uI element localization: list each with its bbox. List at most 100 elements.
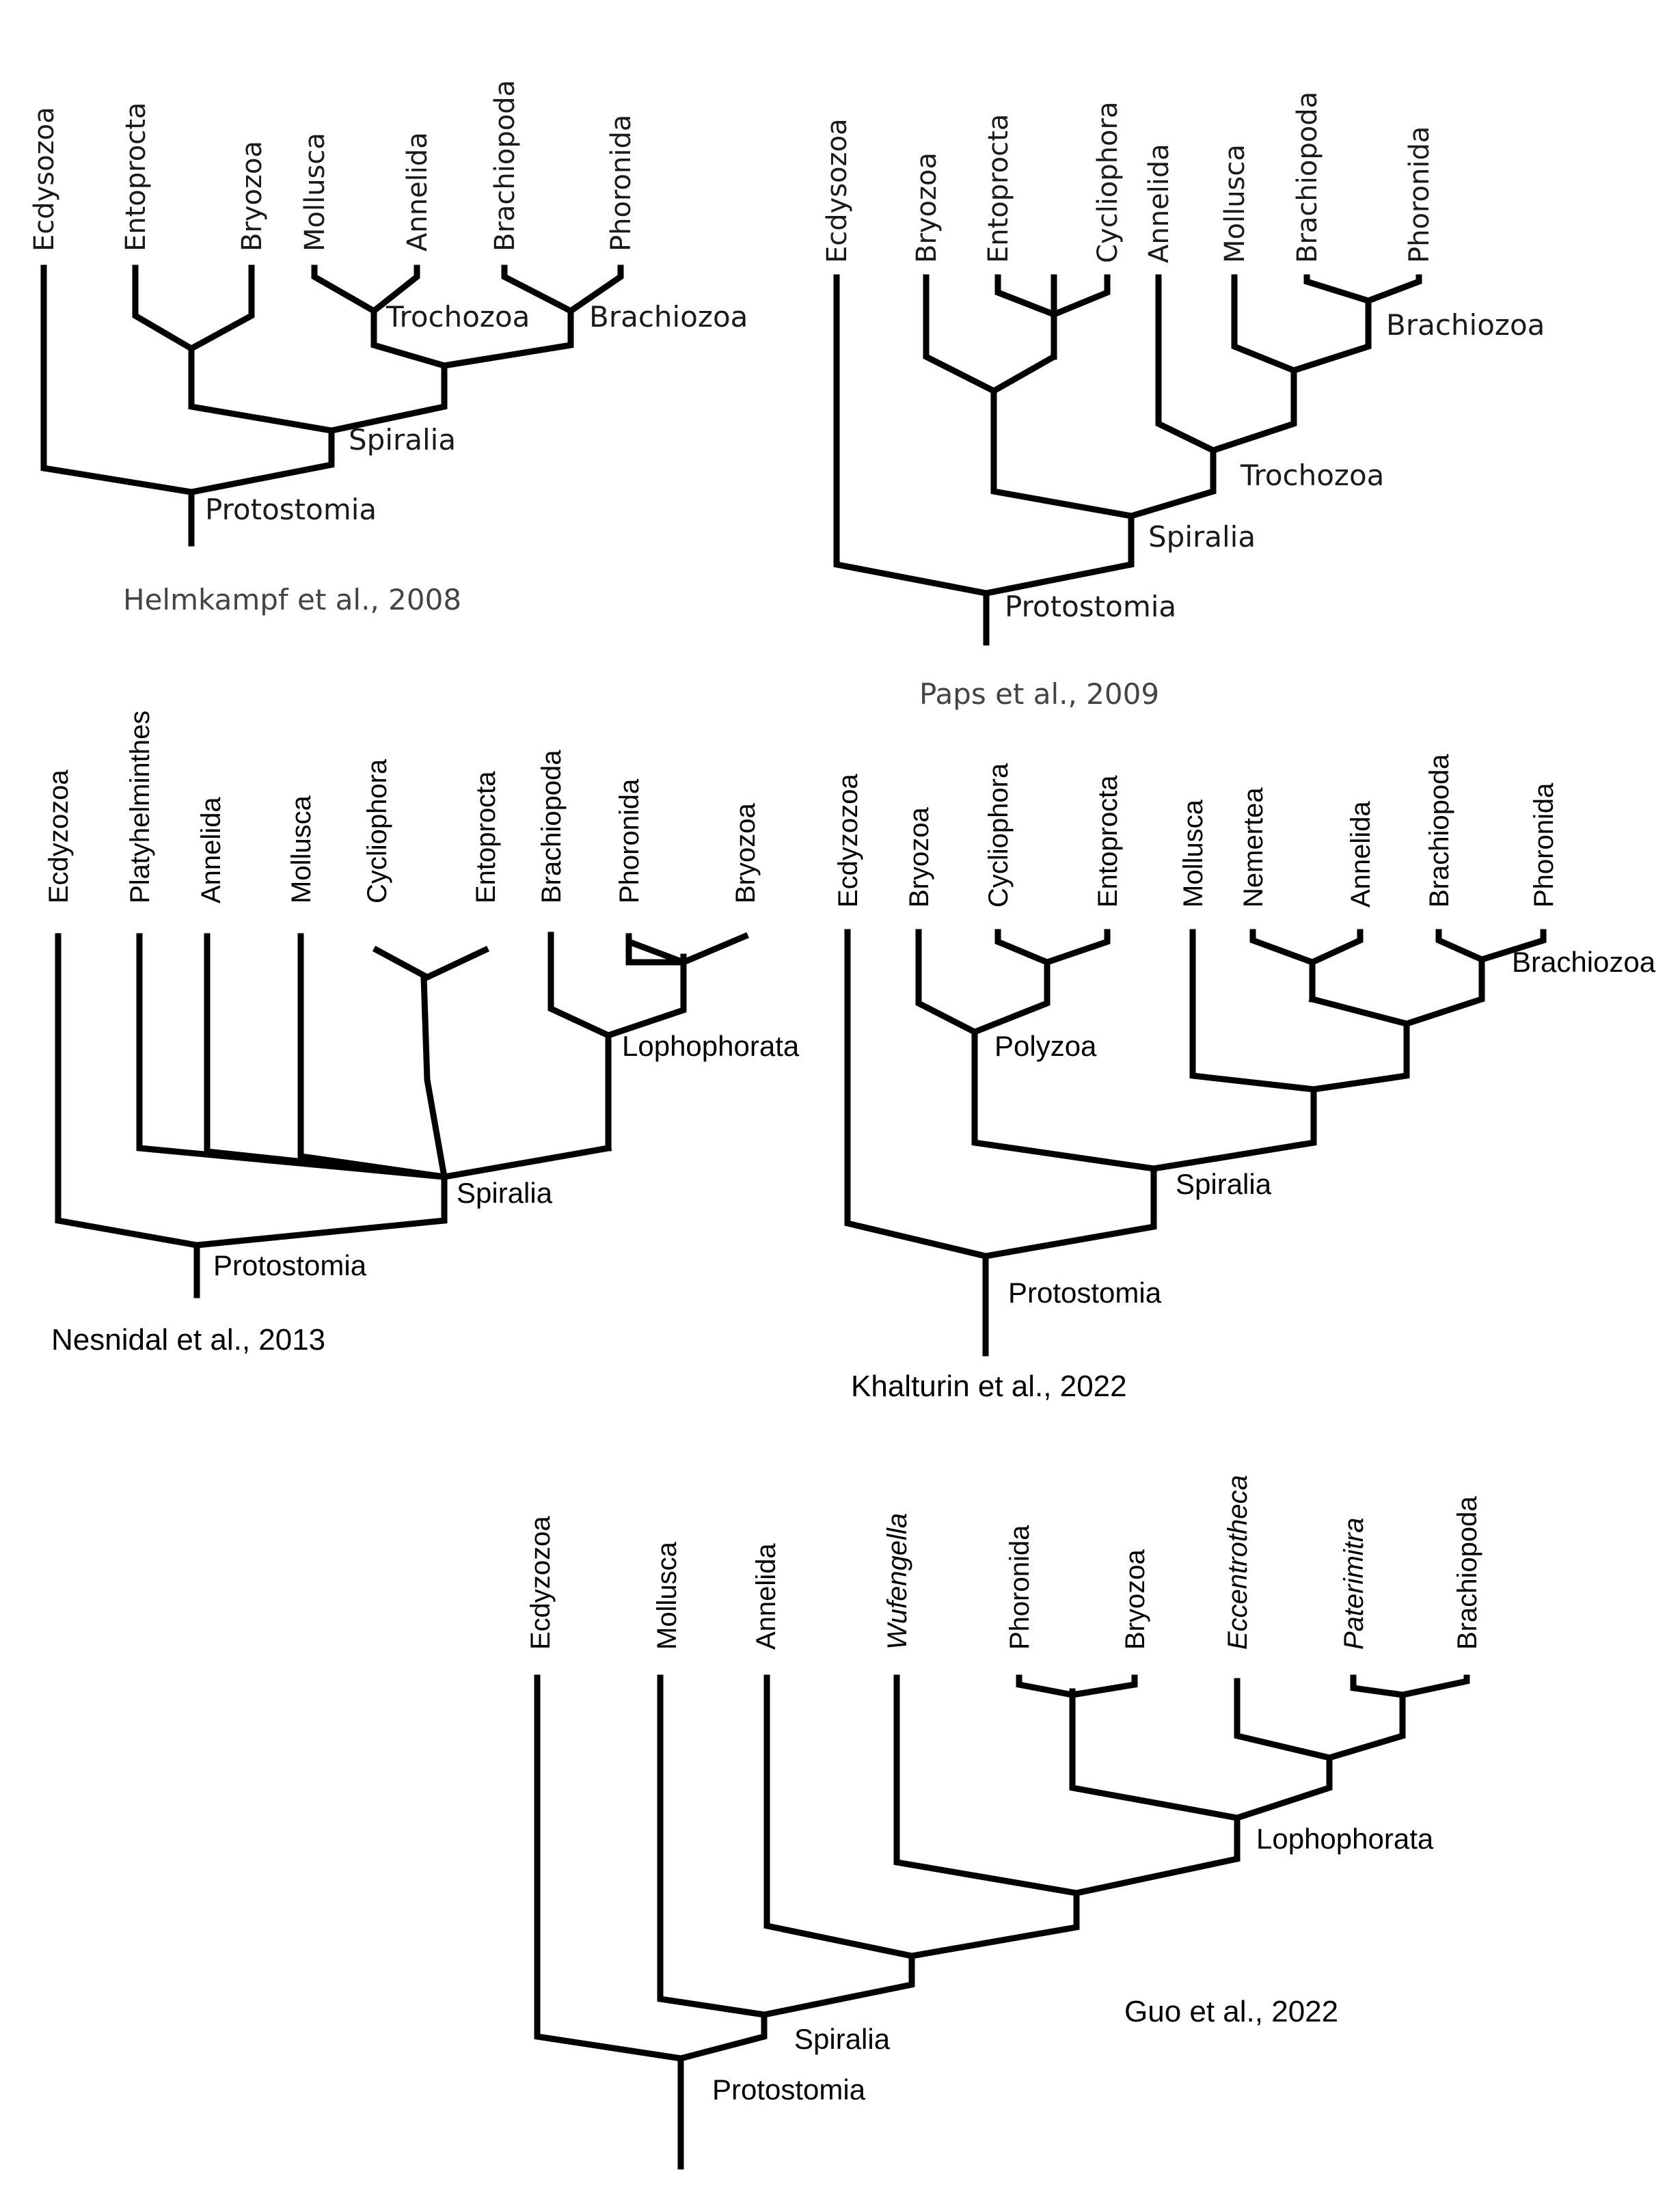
taxon-label-phoronida: Phoronida [614,778,645,903]
clade-label-brachiozoa: Brachiozoa [589,300,748,334]
taxon-label-annelida: Annelida [196,797,226,903]
taxon-label-cycliophora: Cycliophora [984,763,1014,908]
taxon-label-entoprocta: Entoprocta [983,114,1014,263]
taxon-label-mollusca: Mollusca [299,133,331,251]
branch-line [188,345,448,434]
clade-label-protostomia: Protostomia [213,1249,367,1281]
branch-line [625,932,749,966]
branch-line [501,264,624,315]
taxon-label-phoronida: Phoronida [1529,782,1559,908]
clade-label-spiralia: Spiralia [349,423,456,457]
branch-line [605,959,687,1152]
citation-paps-et-al-2009: Paps et al., 2009 [919,677,1159,711]
branch-line [1435,929,1547,963]
branch-line [833,274,1135,597]
taxon-label-ecdysozoa: Ecdysozoa [822,118,853,263]
taxon-label-mollusca: Mollusca [1178,799,1208,908]
tree-nesnidal-et-al-2013: Ecdyzozoa Platyhelminthes Annelida Mollusca… [44,711,800,1357]
taxon-label-eccentrotheca: Eccentrotheca [1223,1475,1253,1650]
citation-guo-et-al-2022: Guo et al., 2022 [1124,1995,1338,2028]
branch-line [132,264,255,353]
clade-label-spiralia: Spiralia [1176,1168,1272,1200]
branch-line [440,1144,612,1181]
branch-line [923,274,1057,395]
taxon-label-annelida: Annelida [1346,801,1376,908]
taxon-label-bryozoa: Bryozoa [731,803,761,903]
branch-line [990,387,1217,519]
taxon-label-ecdyzozoa: Ecdyzozoa [44,770,74,903]
branch-line [915,929,1051,1035]
taxon-label-mollusca: Mollusca [652,1541,682,1650]
tree-paps-et-al-2009: Ecdysozoa Bryozoa Entoprocta Cycliophora Ann… [822,92,1545,711]
clade-label-lophophorata: Lophophorata [622,1030,800,1062]
branch-line [1249,929,1364,966]
taxon-label-platyhelminthes: Platyhelminthes [125,711,155,903]
taxon-label-brachiopoda: Brachiopoda [1452,1496,1482,1650]
branch-line [370,308,574,369]
branch-line [55,933,448,1249]
branch-line [1016,1674,1138,1698]
branch-line [763,1674,1080,1959]
taxon-label-ecdysozoa: Ecdysozoa [29,107,60,251]
branch-line [420,974,448,1181]
clade-label-lophophorata: Lophophorata [1256,1823,1434,1855]
branch-line [844,929,1157,1260]
taxon-label-ecdyzozoa: Ecdyzozoa [526,1516,556,1650]
taxon-label-brachiopoda: Brachiopoda [1424,754,1454,908]
taxon-label-annelida: Annelida [1143,144,1175,263]
taxon-label-phoronida: Phoronida [1404,126,1435,263]
taxon-label-brachiopoda: Brachiopoda [537,750,567,903]
clade-label-brachiozoa: Brachiozoa [1386,308,1545,342]
taxon-label-ecdyzozoa: Ecdyzozoa [833,774,863,908]
branch-line [1303,274,1422,304]
taxon-label-mollusca: Mollusca [1219,144,1251,263]
citation-nesnidal-et-al-2013: Nesnidal et al., 2013 [51,1323,325,1357]
branch-line [136,933,448,1180]
taxon-label-annelida: Annelida [402,132,433,251]
branch-line [40,264,335,495]
taxon-label-bryozoa: Bryozoa [236,141,268,251]
clade-label-polyzoa: Polyzoa [994,1030,1097,1062]
citation-helmkampf-et-al-2008: Helmkampf et al., 2008 [123,583,461,616]
taxon-label-wufengella: Wufengella [882,1513,912,1650]
taxon-label-cycliophora: Cycliophora [1092,102,1124,263]
tree-guo-et-al-2022: Ecdyzozoa Mollusca Annelida Wufengella Phoro… [526,1475,1482,2170]
taxon-label-mollusca: Mollusca [286,795,316,903]
branch-line [1231,274,1372,374]
branch-line [1069,1688,1333,1821]
taxon-label-bryozoa: Bryozoa [911,152,943,263]
branch-line [657,1674,915,2018]
taxon-label-paterimitra: Paterimitra [1339,1518,1369,1650]
taxon-label-phoronida: Phoronida [1005,1525,1035,1650]
taxon-label-brachiopoda: Brachiopoda [489,80,521,251]
clade-label-protostomia: Protostomia [1005,590,1176,623]
clade-label-spiralia: Spiralia [794,2023,891,2055]
taxon-label-brachiopoda: Brachiopoda [1292,92,1323,263]
branch-line [1308,995,1411,1028]
taxon-label-annelida: Annelida [751,1543,781,1650]
taxon-label-cycliophora: Cycliophora [362,759,392,903]
branch-line [297,933,448,1181]
clade-label-protostomia: Protostomia [205,493,377,526]
tree-khalturin-et-al-2022: Ecdyzozoa Bryozoa Cycliophora Entoprocta Mol… [833,754,1656,1403]
tree-helmkampf-et-al-2008: Ecdysozoa Entoprocta Bryozoa Mollusca Anneli… [29,80,748,616]
branch-line [372,945,489,981]
branch-line [534,1674,768,2062]
clade-label-trochozoa: Trochozoa [385,300,530,334]
clade-label-brachiozoa: Brachiozoa [1512,946,1656,978]
clade-label-spiralia: Spiralia [1148,520,1256,554]
taxon-label-bryozoa: Bryozoa [904,807,934,908]
branch-line [994,929,1111,966]
branch-line [1234,1678,1406,1761]
branch-line [1155,274,1297,454]
citation-khalturin-et-al-2022: Khalturin et al., 2022 [851,1370,1127,1403]
branch-line [1403,956,1485,1028]
clade-label-protostomia: Protostomia [712,2073,866,2106]
branch-line [204,933,448,1180]
clade-label-trochozoa: Trochozoa [1240,459,1384,492]
taxon-label-bryozoa: Bryozoa [1120,1549,1150,1650]
clade-label-spiralia: Spiralia [457,1177,553,1209]
taxon-label-entoprocta: Entoprocta [471,771,501,903]
taxon-label-phoronida: Phoronida [606,115,637,251]
